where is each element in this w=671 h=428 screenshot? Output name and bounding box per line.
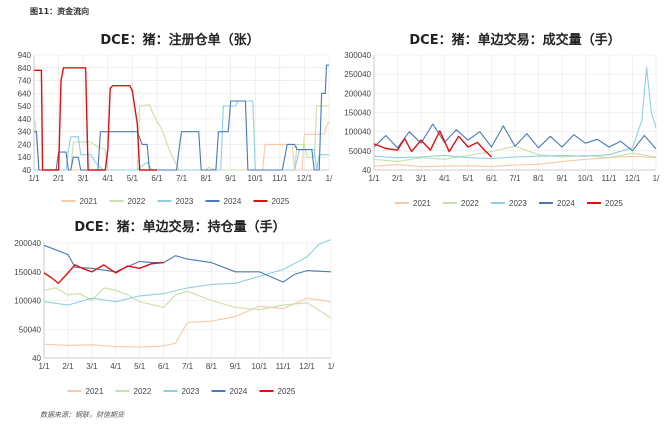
y-tick-label: 40: [32, 354, 41, 363]
y-tick-label: 640: [18, 89, 32, 98]
legend-label-2023: 2023: [182, 387, 200, 396]
x-tick-label: 4/1: [439, 174, 451, 183]
series-line-2025: [43, 261, 164, 284]
x-tick-label: 4/1: [110, 362, 122, 371]
x-tick-label: 1/: [328, 362, 335, 371]
series-line-2024: [34, 64, 329, 171]
y-tick-label: 40: [22, 166, 31, 175]
y-tick-label: 250040: [344, 70, 371, 79]
y-tick-label: 200040: [344, 89, 371, 98]
y-tick-label: 540: [18, 102, 32, 111]
series-line-2024: [43, 244, 332, 283]
x-tick-label: 12/1: [299, 362, 315, 371]
figure-label: 图11：资金流向: [30, 7, 90, 16]
x-tick-label: 12/1: [625, 174, 641, 183]
legend-label-2024: 2024: [557, 199, 575, 208]
x-tick-label: 11/1: [602, 174, 618, 183]
x-tick-label: 11/1: [272, 174, 288, 183]
y-tick-label: 150040: [344, 109, 371, 118]
x-tick-label: 12/1: [297, 174, 313, 183]
legend-label-2023: 2023: [509, 199, 527, 208]
legend-label-2021: 2021: [80, 197, 98, 206]
legend-label-2021: 2021: [86, 387, 104, 396]
chart-2: DCE：猪：单边交易：成交量（手）1/1 2/1 3/1 4/1 5/1 6/1 7/1 8/…: [344, 32, 660, 208]
x-tick-label: 1/1: [368, 174, 380, 183]
y-tick-label: 200040: [14, 239, 41, 248]
x-tick-label: 6/1: [151, 174, 163, 183]
x-tick-label: 2/1: [62, 362, 74, 371]
series-line-2023: [373, 66, 657, 160]
x-tick-label: 5/1: [462, 174, 474, 183]
x-tick-label: 1/1: [38, 362, 50, 371]
legend-label-2024: 2024: [224, 197, 242, 206]
y-tick-label: 240: [18, 140, 32, 149]
x-tick-label: 3/1: [86, 362, 98, 371]
y-tick-label: 840: [18, 64, 32, 73]
y-tick-label: 100040: [344, 128, 371, 137]
y-tick-label: 50040: [349, 147, 372, 156]
y-tick-label: 440: [18, 115, 32, 124]
series-line-2022: [43, 287, 332, 319]
legend-label-2025: 2025: [278, 387, 296, 396]
legend-label-2022: 2022: [134, 387, 152, 396]
x-tick-label: 8/1: [533, 174, 545, 183]
series-line-2025: [373, 130, 492, 158]
x-tick-label: 6/1: [486, 174, 498, 183]
x-tick-label: 8/1: [201, 174, 213, 183]
x-tick-label: 3/1: [415, 174, 427, 183]
x-tick-label: 9/1: [230, 362, 242, 371]
x-tick-label: 7/1: [509, 174, 521, 183]
x-tick-label: 3/1: [78, 174, 90, 183]
chart-1: DCE：猪：注册仓单（张）1/1 2/1 3/1 4/1 5/1 6/1 7/1 8/1 9/1…: [18, 32, 333, 206]
x-tick-label: 5/1: [127, 174, 139, 183]
chart-title: DCE：猪：注册仓单（张）: [100, 32, 259, 48]
x-tick-label: 2/1: [392, 174, 404, 183]
chart-title: DCE：猪：单边交易：成交量（手）: [409, 32, 620, 48]
legend-label-2024: 2024: [230, 387, 248, 396]
y-tick-label: 50040: [19, 325, 42, 334]
x-tick-label: 2/1: [53, 174, 65, 183]
series-line-2021: [43, 297, 332, 348]
x-tick-label: 9/1: [556, 174, 568, 183]
x-tick-label: 7/1: [176, 174, 188, 183]
x-tick-label: 4/1: [102, 174, 114, 183]
x-tick-label: 8/1: [206, 362, 218, 371]
y-tick-label: 100040: [14, 297, 41, 306]
series-line-2025: [34, 67, 157, 171]
legend-label-2022: 2022: [461, 199, 479, 208]
x-tick-label: 1/1: [28, 174, 40, 183]
legend-label-2023: 2023: [176, 197, 194, 206]
chart-3: DCE：猪：单边交易：持仓量（手）1/1 2/1 3/1 4/1 5/1 6/1 7/1 8/…: [14, 219, 335, 396]
series-line-2024: [373, 123, 657, 152]
y-tick-label: 140: [18, 153, 32, 162]
x-tick-label: 7/1: [182, 362, 194, 371]
y-tick-label: 40: [362, 166, 371, 175]
chart-title: DCE：猪：单边交易：持仓量（手）: [74, 219, 285, 235]
x-tick-label: 9/1: [225, 174, 237, 183]
x-tick-label: 10/1: [578, 174, 594, 183]
y-tick-label: 340: [18, 128, 32, 137]
x-tick-label: 1/: [326, 174, 333, 183]
x-tick-label: 10/1: [247, 174, 263, 183]
x-tick-label: 10/1: [251, 362, 267, 371]
legend-label-2025: 2025: [605, 199, 623, 208]
x-tick-label: 6/1: [158, 362, 170, 371]
legend-label-2025: 2025: [272, 197, 290, 206]
source-note: 数据来源：钢联，财信期货: [40, 411, 124, 419]
y-tick-label: 300040: [344, 51, 371, 60]
y-tick-label: 940: [18, 51, 32, 60]
series-line-2023: [43, 239, 332, 306]
y-tick-label: 150040: [14, 268, 41, 277]
x-tick-label: 11/1: [276, 362, 292, 371]
y-tick-label: 740: [18, 77, 32, 86]
legend-label-2021: 2021: [413, 199, 431, 208]
x-tick-label: 1/: [653, 174, 660, 183]
legend-label-2022: 2022: [128, 197, 146, 206]
x-tick-label: 5/1: [134, 362, 146, 371]
